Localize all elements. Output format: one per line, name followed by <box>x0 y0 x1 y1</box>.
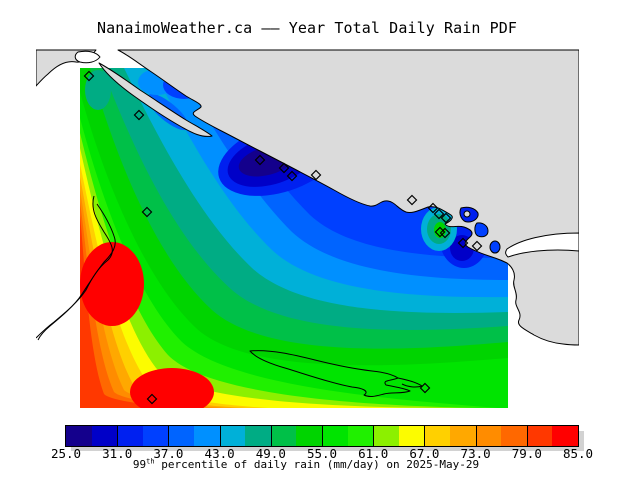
colorbar-tickline-49.0 <box>270 425 272 447</box>
station-marker-diamond <box>286 170 298 182</box>
colorbar-segment-12 <box>347 426 374 446</box>
station-marker-diamond <box>254 154 266 166</box>
contour-band-11 <box>80 92 508 408</box>
colorbar-tickline-61.0 <box>373 425 375 447</box>
station-marker-diamond <box>133 109 145 121</box>
colorbar-segment-3 <box>117 426 143 446</box>
map-canvas <box>36 47 579 415</box>
station-marker-group <box>83 70 483 405</box>
rain-max-south-core <box>130 368 214 408</box>
colorbar-segment-20 <box>552 426 578 446</box>
station-marker-diamond <box>146 393 158 405</box>
colorbar-segment-15 <box>424 426 450 446</box>
rain-max-west-core <box>80 242 144 326</box>
colorbar-segment-18 <box>501 426 527 446</box>
page-title: NanaimoWeather.ca —— Year Total Daily Ra… <box>97 19 518 37</box>
colorbar-segment-2 <box>91 426 118 446</box>
inlet-white-east <box>505 232 579 258</box>
colorbar-segment-5 <box>168 426 194 446</box>
colorbar-segment-6 <box>193 426 220 446</box>
station-marker-diamond <box>433 208 445 220</box>
colorbar-segment-9 <box>270 426 297 446</box>
caption-number: 99 <box>132 458 147 471</box>
colorbar-segment-16 <box>449 426 476 446</box>
land-island-row <box>98 62 213 137</box>
islet <box>463 210 471 218</box>
colorbar-label-55.0: 55.0 <box>306 446 338 461</box>
station-marker-diamond <box>439 227 451 239</box>
caption-superscript: th <box>146 457 155 466</box>
land-group <box>36 49 579 346</box>
colorbar-label-67.0: 67.0 <box>409 446 440 461</box>
station-marker-diamond <box>83 70 95 82</box>
land-mainland <box>117 49 579 346</box>
colorbar-segment-8 <box>245 426 271 446</box>
corner-teal-patch <box>85 70 111 110</box>
station-marker-diamond <box>440 212 452 224</box>
colorbar-tickline-55.0 <box>322 425 323 447</box>
colorbar-segment-19 <box>526 426 553 446</box>
bay-pocket-2 <box>474 222 489 238</box>
island-sliver-outline <box>249 350 411 398</box>
colorbar-tickline-37.0 <box>168 425 170 447</box>
colorbar-segment-10 <box>296 426 322 446</box>
coastline-west-2 <box>37 203 116 341</box>
colorbar-label-43.0: 43.0 <box>204 446 235 461</box>
colorbar-tickline-31.0 <box>117 425 119 447</box>
colorbar-segment-11 <box>321 426 348 446</box>
station-marker-diamond <box>278 162 290 174</box>
colorbar-segment-14 <box>398 426 425 446</box>
colorbar-label-61.0: 61.0 <box>358 446 389 461</box>
station-marker-diamond <box>457 237 469 249</box>
colorbar-label-31.0: 31.0 <box>102 446 133 461</box>
colorbar-tickline-73.0 <box>475 425 477 447</box>
caption-text: percentile of daily rain (mm/day) on 202… <box>154 458 480 471</box>
colorbar-segment-7 <box>219 426 246 446</box>
contour-map-svg <box>36 49 579 408</box>
station-marker-diamond <box>406 194 418 206</box>
colorbar-tickline-67.0 <box>424 425 426 447</box>
station-marker-diamond <box>419 382 431 394</box>
station-marker-diamond <box>141 206 153 218</box>
colorbar-segment-4 <box>142 426 169 446</box>
station-marker-diamond <box>427 202 439 214</box>
contour-band-19 <box>80 216 182 408</box>
colorbar-label-73.0: 73.0 <box>460 446 491 461</box>
colorbar-label-25.0: 25.0 <box>50 446 82 461</box>
colorbar-caption: 99th percentile of daily rain (mm/day) o… <box>133 458 479 471</box>
colorbar-label-37.0: 37.0 <box>153 446 184 461</box>
colorbar-label-79.0: 79.0 <box>511 446 542 461</box>
colorbar-tickline-43.0 <box>219 425 221 447</box>
colorbar-segment-1 <box>66 426 92 446</box>
lagoon-white <box>74 50 101 64</box>
colorbar-segment-13 <box>373 426 399 446</box>
contour-band-15 <box>80 164 268 408</box>
colorbar-tickline-79.0 <box>526 425 528 447</box>
colorbar-label-85.0: 85.0 <box>562 446 594 461</box>
bay-pocket-3 <box>489 240 501 254</box>
station-marker-diamond <box>310 169 322 181</box>
station-marker-diamond <box>471 240 483 252</box>
colorbar-segment-17 <box>475 426 502 446</box>
colorbar-label-49.0: 49.0 <box>255 446 286 461</box>
